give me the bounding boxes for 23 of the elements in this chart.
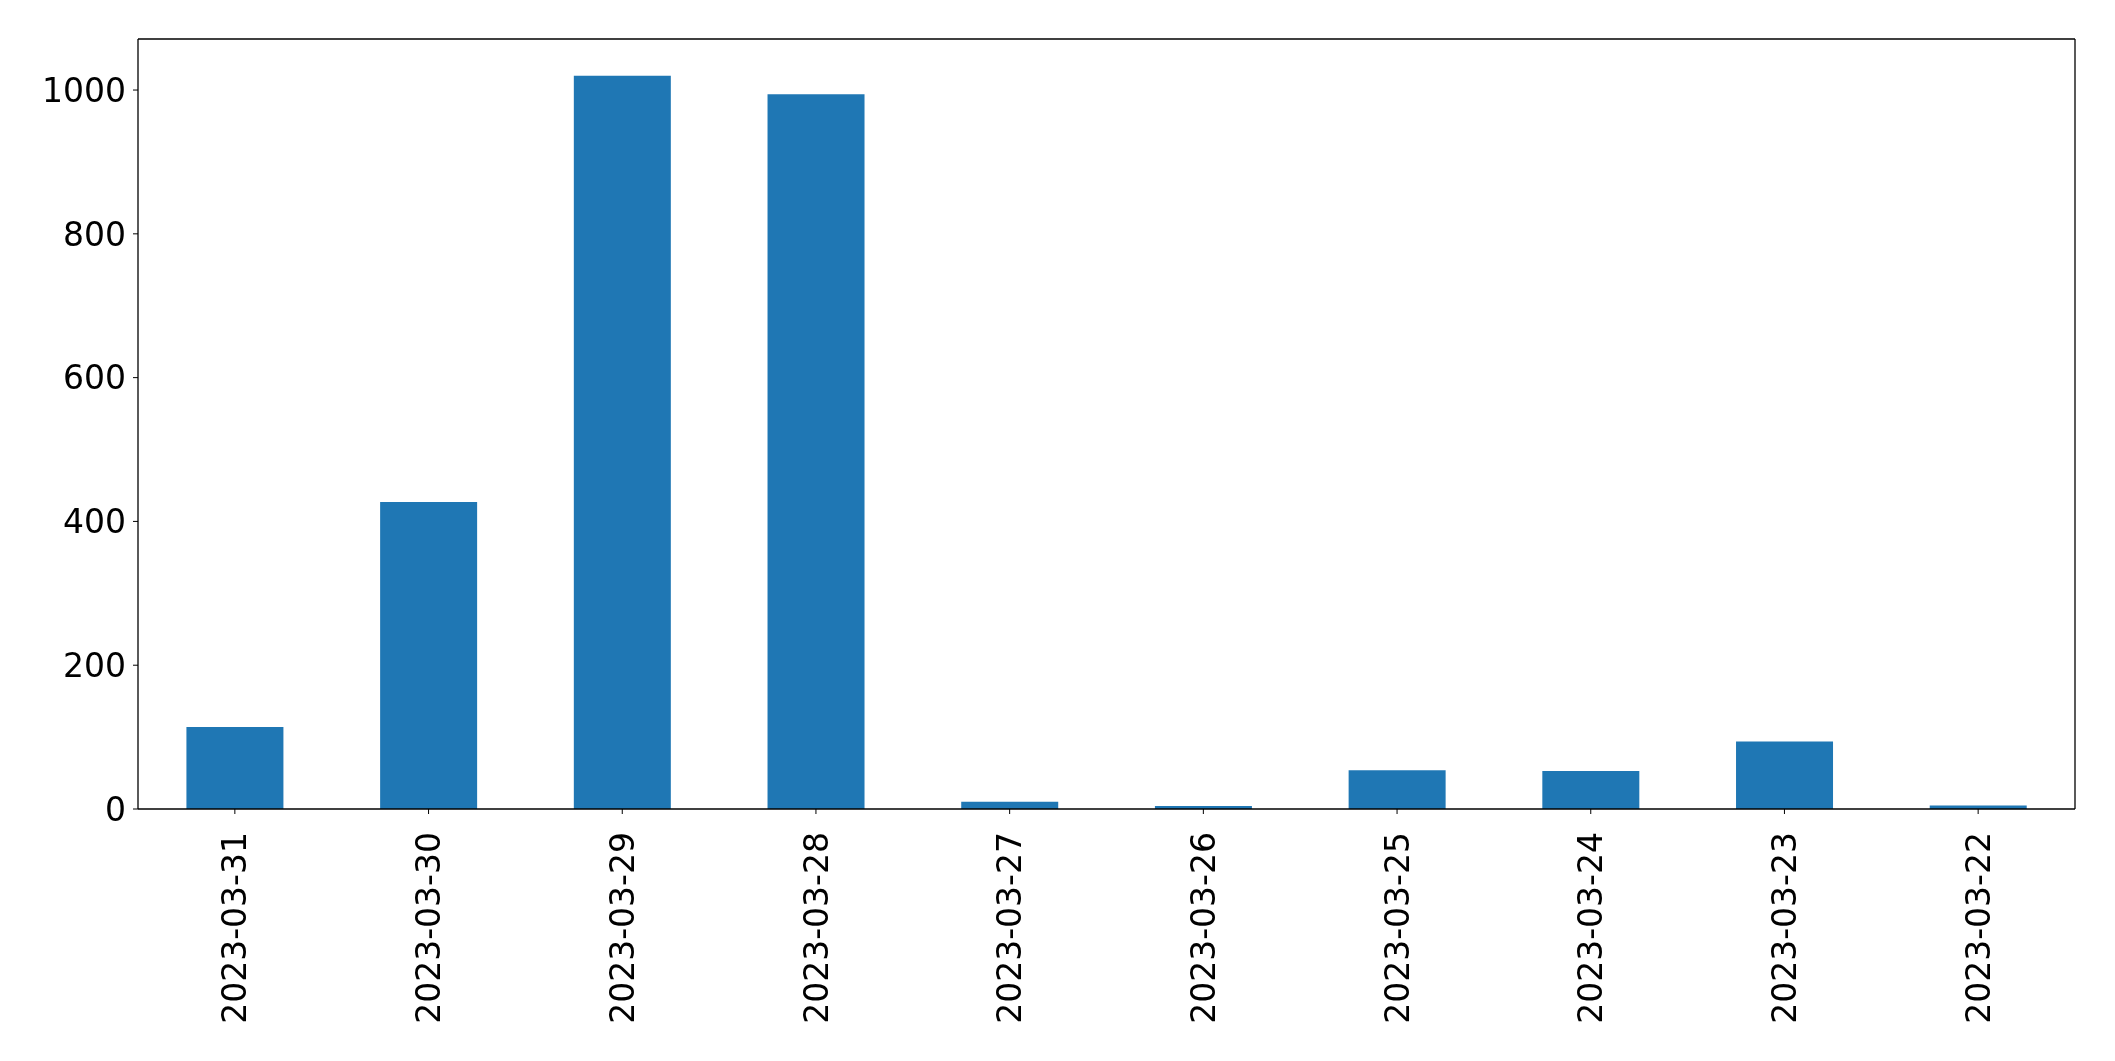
x-tick-label: 2023-03-27: [990, 832, 1030, 1024]
y-tick-label: 400: [63, 502, 126, 542]
x-tick-label: 2023-03-30: [409, 832, 449, 1024]
bar: [1736, 741, 1834, 809]
x-tick-label: 2023-03-26: [1183, 832, 1223, 1024]
x-tick-label: 2023-03-24: [1571, 832, 1611, 1024]
bar: [186, 727, 284, 809]
y-tick-label: 1000: [42, 70, 126, 110]
y-tick-label: 200: [63, 645, 126, 685]
y-tick-label: 600: [63, 358, 126, 398]
bar: [1348, 770, 1446, 809]
bar: [1542, 770, 1640, 809]
bar: [380, 502, 478, 809]
x-tick-label: 2023-03-25: [1377, 832, 1417, 1024]
bar: [573, 75, 671, 809]
x-tick-label: 2023-03-28: [796, 832, 836, 1024]
x-tick-label: 2023-03-31: [215, 832, 255, 1024]
y-tick-label: 800: [63, 214, 126, 254]
x-tick-label: 2023-03-23: [1765, 832, 1804, 1024]
bar: [767, 94, 865, 809]
y-tick-label: 0: [105, 789, 126, 829]
x-tick-label: 2023-03-29: [602, 832, 642, 1024]
x-tick-label: 2023-03-22: [1958, 832, 1998, 1024]
